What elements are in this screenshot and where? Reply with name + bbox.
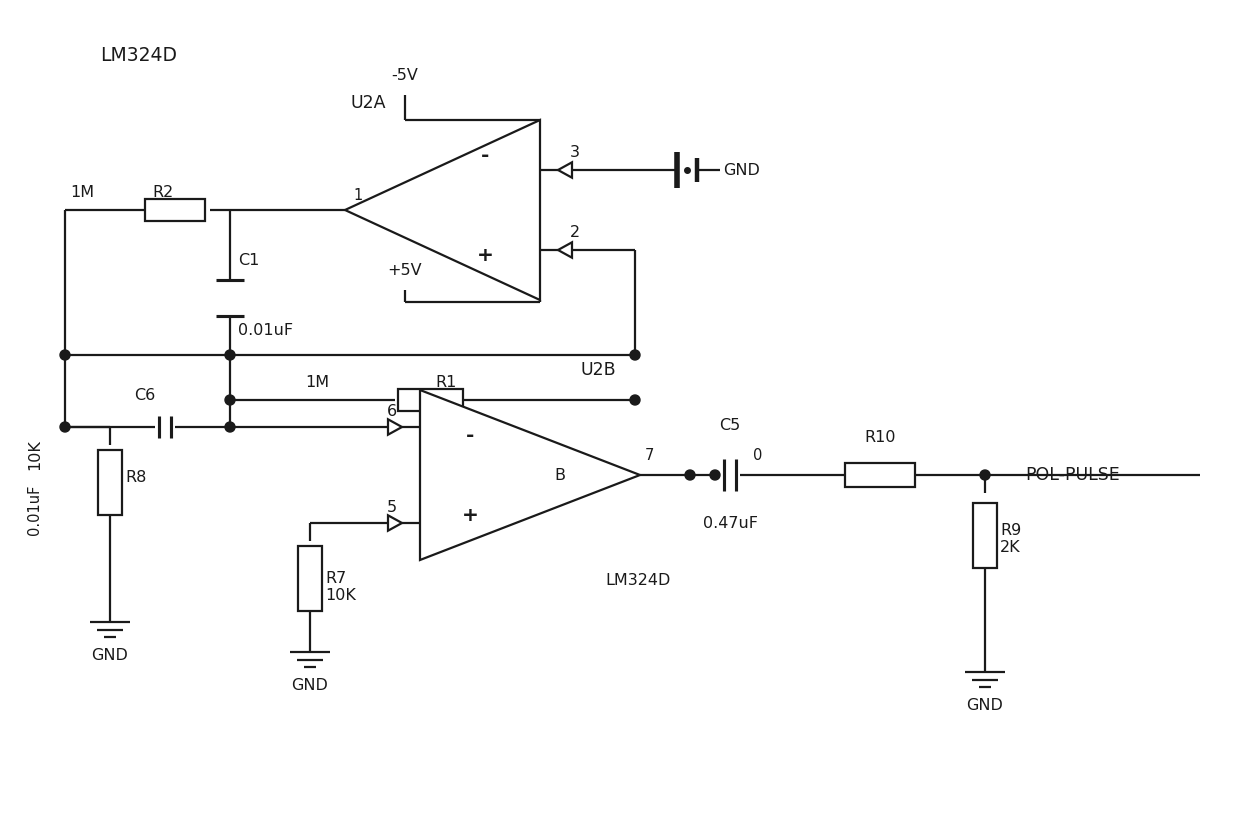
Text: GND: GND: [92, 648, 129, 663]
Bar: [398, 389, 463, 411]
Circle shape: [224, 422, 236, 432]
Text: 7: 7: [645, 447, 655, 462]
Polygon shape: [558, 163, 572, 177]
Text: +: +: [461, 506, 479, 525]
Text: R1: R1: [435, 374, 456, 389]
Text: R9: R9: [999, 522, 1022, 538]
Text: R10: R10: [864, 429, 895, 444]
Text: 0.01uF: 0.01uF: [27, 485, 42, 535]
Text: POL-PULSE: POL-PULSE: [1025, 466, 1120, 484]
Text: 10K: 10K: [27, 439, 42, 470]
Circle shape: [630, 350, 640, 360]
Polygon shape: [345, 120, 539, 300]
Bar: [98, 450, 122, 515]
Bar: [145, 199, 205, 221]
Text: 10K: 10K: [325, 588, 356, 603]
Bar: [844, 463, 915, 487]
Text: +: +: [476, 245, 494, 264]
Polygon shape: [388, 516, 402, 530]
Text: -: -: [466, 425, 474, 444]
Text: -: -: [481, 145, 490, 164]
Text: 0.01uF: 0.01uF: [238, 323, 293, 337]
Text: 1M: 1M: [69, 185, 94, 200]
Text: 1: 1: [353, 187, 362, 203]
Text: 0.47uF: 0.47uF: [703, 516, 758, 530]
Text: 5: 5: [387, 499, 397, 515]
Circle shape: [711, 470, 720, 480]
Circle shape: [60, 350, 69, 360]
Text: GND: GND: [966, 698, 1003, 713]
Text: B: B: [554, 467, 565, 483]
Text: LM324D: LM324D: [100, 45, 177, 65]
Text: 3: 3: [570, 144, 580, 159]
Circle shape: [224, 350, 236, 360]
Text: +5V: +5V: [388, 263, 423, 277]
Circle shape: [630, 395, 640, 405]
Text: GND: GND: [723, 163, 760, 177]
Polygon shape: [420, 390, 640, 560]
Text: 0: 0: [754, 447, 763, 462]
Text: U2A: U2A: [350, 94, 386, 112]
Polygon shape: [388, 420, 402, 434]
Circle shape: [980, 470, 990, 480]
Text: -5V: -5V: [392, 67, 418, 82]
Circle shape: [684, 470, 694, 480]
Bar: [298, 545, 322, 611]
Bar: [973, 502, 997, 567]
Circle shape: [224, 395, 236, 405]
Text: C5: C5: [719, 418, 740, 433]
Text: 6: 6: [387, 403, 397, 419]
Text: U2B: U2B: [580, 361, 615, 379]
Text: R7: R7: [325, 571, 346, 585]
Text: 1M: 1M: [305, 374, 329, 389]
Text: C1: C1: [238, 253, 259, 268]
Text: 2: 2: [570, 224, 580, 240]
Polygon shape: [558, 242, 572, 258]
Text: C6: C6: [134, 388, 156, 402]
Text: LM324D: LM324D: [605, 572, 671, 588]
Text: R8: R8: [125, 470, 146, 484]
Text: R2: R2: [153, 185, 174, 200]
Circle shape: [60, 422, 69, 432]
Text: 2K: 2K: [999, 539, 1021, 554]
Text: GND: GND: [291, 677, 329, 692]
